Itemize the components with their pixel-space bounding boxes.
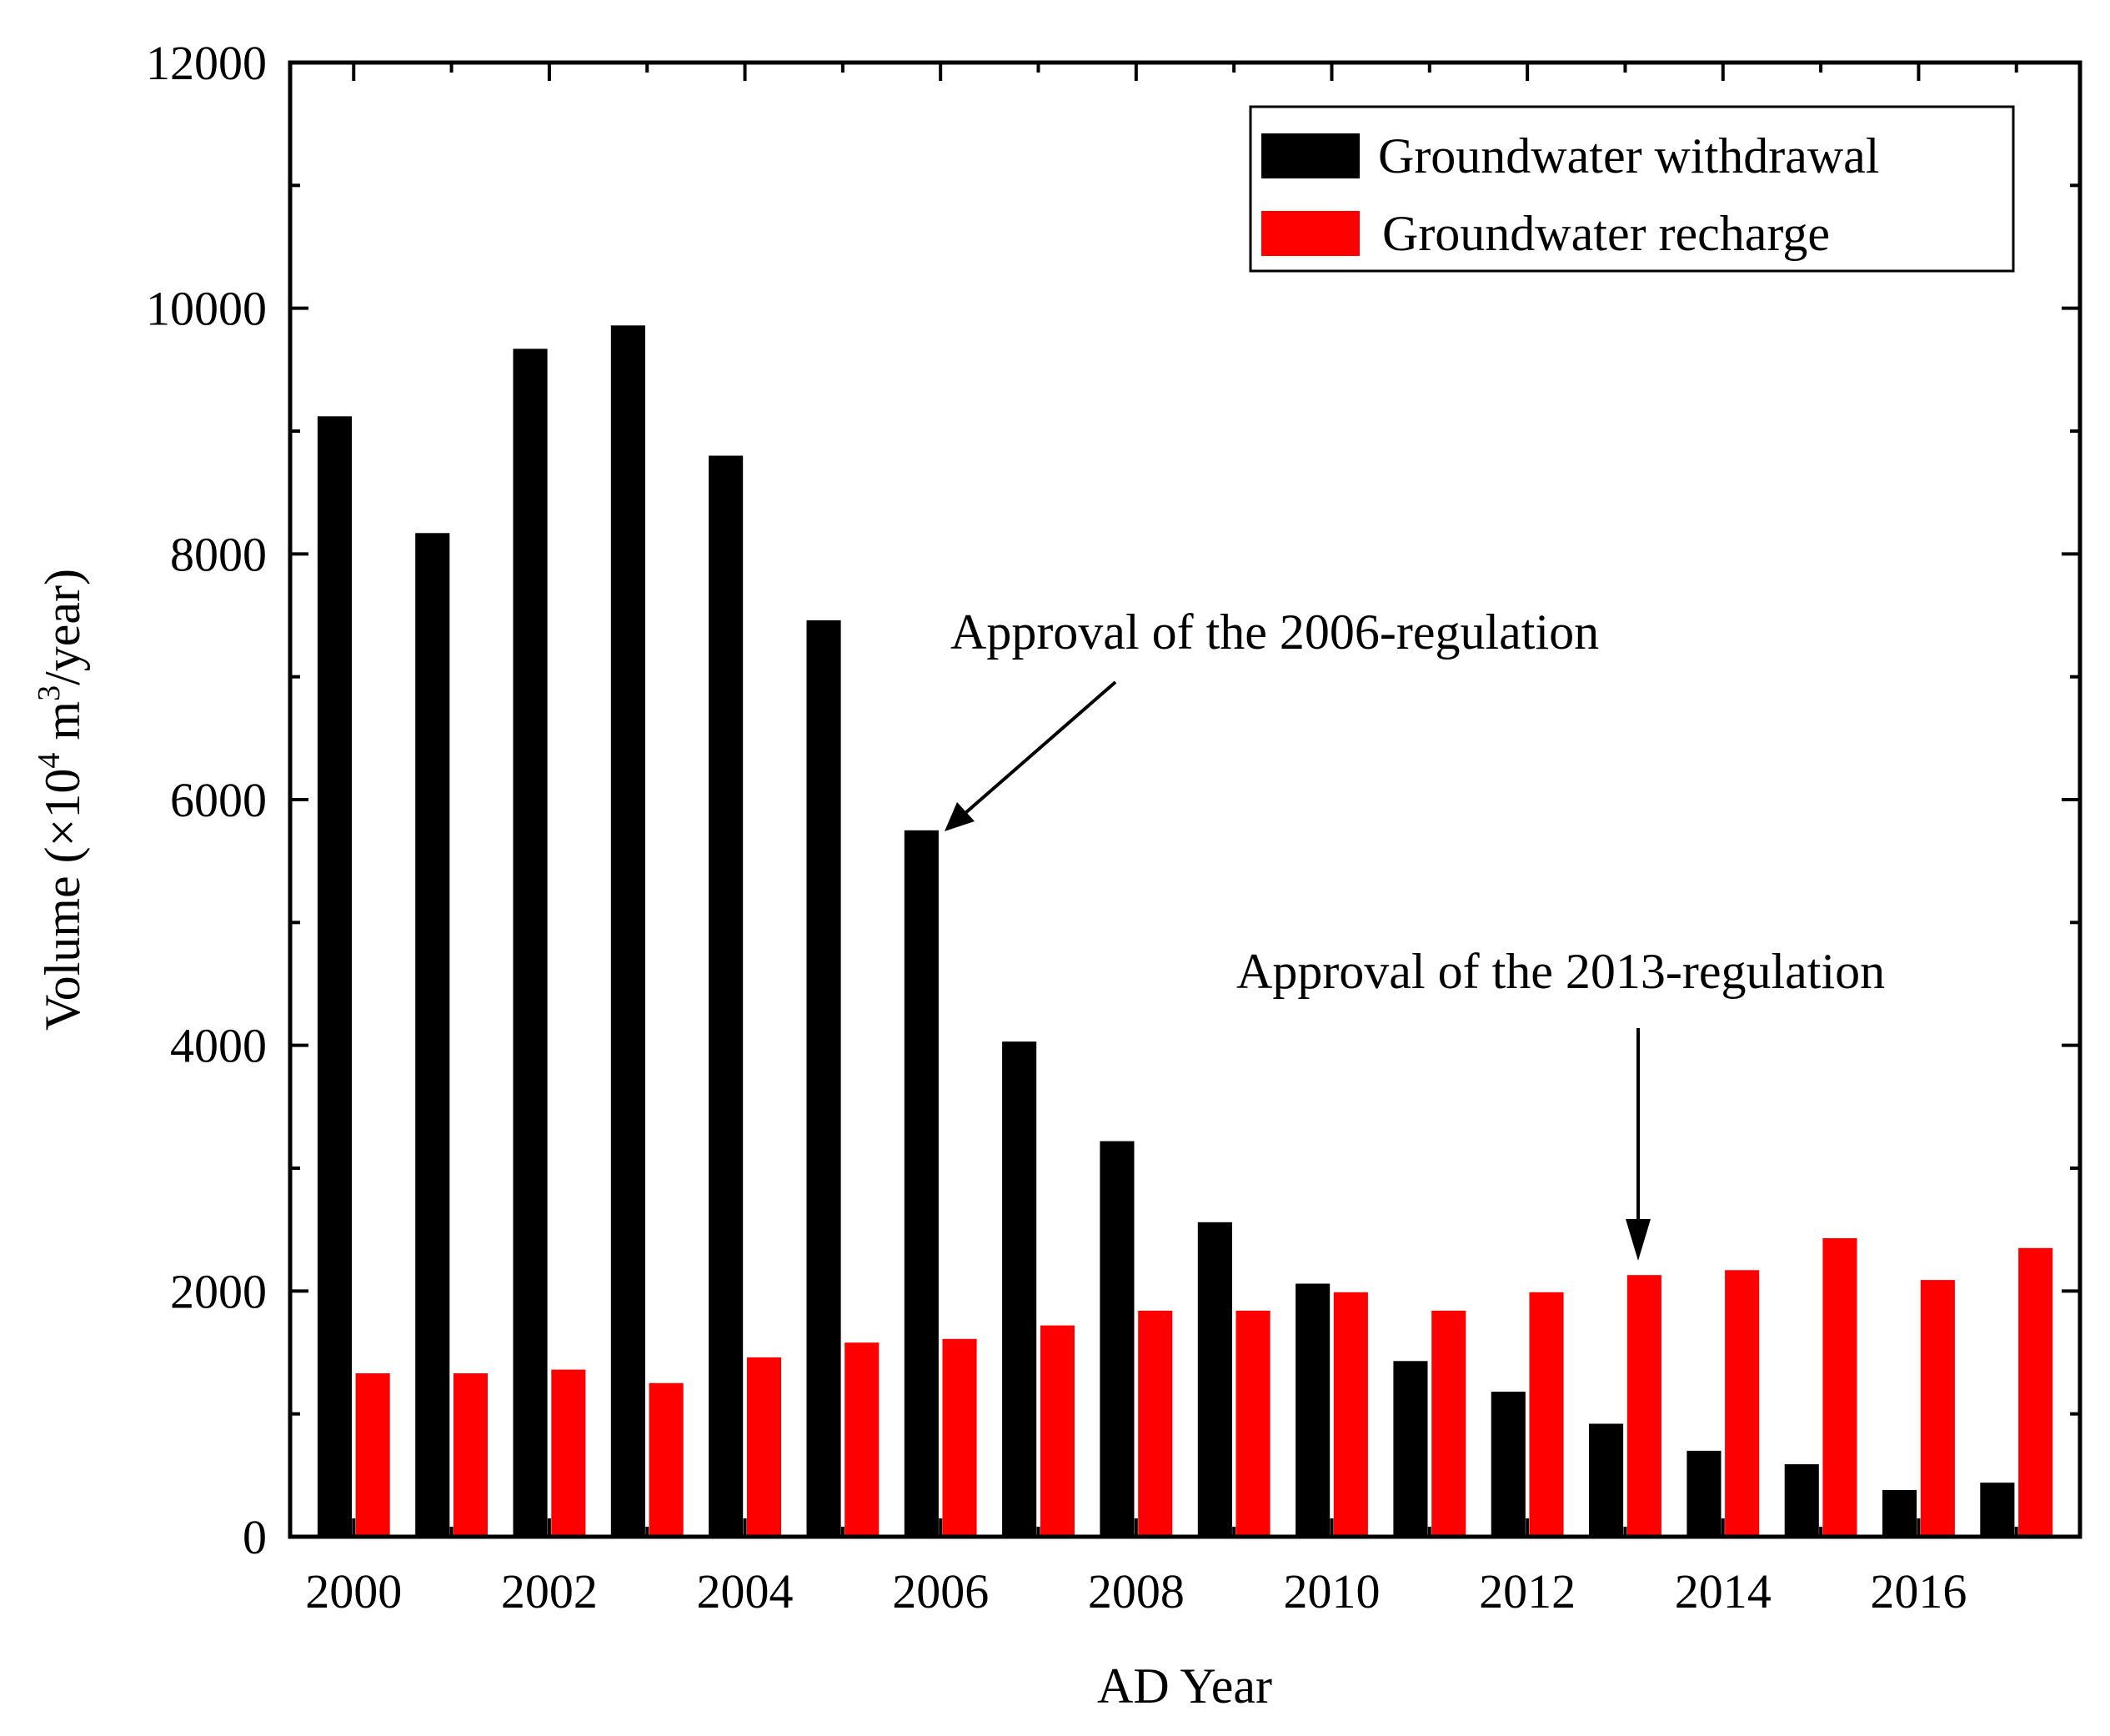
annotation-2013-regulation: Approval of the 2013-regulation	[1236, 944, 1885, 999]
bar-groundwater-withdrawal-2005	[806, 620, 841, 1537]
bar-groundwater-recharge-2016	[1920, 1280, 1955, 1537]
bar-groundwater-recharge-2008	[1138, 1310, 1173, 1537]
y-tick-label-12000: 12000	[146, 36, 267, 90]
bar-groundwater-recharge-2006	[942, 1338, 977, 1537]
y-tick-label-4000: 4000	[170, 1019, 267, 1073]
legend-box	[1249, 105, 2015, 273]
y-axis-title: Volume (×104 m3/year)	[32, 569, 90, 1031]
bar-groundwater-recharge-2009	[1235, 1310, 1271, 1537]
y-tick-label-2000: 2000	[170, 1264, 267, 1318]
bar-groundwater-recharge-2000	[355, 1373, 390, 1537]
y-tick-label-8000: 8000	[170, 527, 267, 581]
bar-groundwater-withdrawal-2004	[709, 455, 744, 1537]
bar-groundwater-withdrawal-2008	[1100, 1141, 1135, 1537]
bar-groundwater-withdrawal-2007	[1002, 1041, 1037, 1537]
bar-groundwater-withdrawal-2011	[1393, 1361, 1428, 1537]
legend-swatch-withdrawal	[1261, 133, 1360, 178]
legend-label-withdrawal: Groundwater withdrawal	[1378, 128, 1879, 183]
legend-label-recharge: Groundwater recharge	[1382, 206, 1830, 261]
x-tick-label-2010: 2010	[1283, 1564, 1380, 1618]
y-axis-title-exp2: 3	[32, 685, 67, 701]
x-tick-label-2008: 2008	[1088, 1564, 1185, 1618]
x-axis-title: AD Year	[1097, 1658, 1272, 1713]
annotation-2013-arrowhead	[1626, 1219, 1651, 1261]
bar-groundwater-withdrawal-2000	[317, 416, 352, 1537]
y-tick-label-6000: 6000	[170, 773, 267, 827]
x-tick-label-2006: 2006	[892, 1564, 989, 1618]
bar-groundwater-withdrawal-2015	[1784, 1464, 1819, 1537]
bar-groundwater-recharge-2010	[1333, 1292, 1368, 1537]
x-tick-label-2016: 2016	[1870, 1564, 1967, 1618]
bar-groundwater-withdrawal-2010	[1296, 1283, 1331, 1537]
y-tick-label-0: 0	[243, 1510, 267, 1564]
annotation-2006-regulation: Approval of the 2006-regulation	[950, 605, 1599, 660]
bar-groundwater-withdrawal-2016	[1882, 1490, 1917, 1537]
annotations: Approval of the 2006-regulation Approval…	[945, 605, 1885, 1261]
legend-swatch-recharge	[1261, 211, 1360, 256]
y-tick-label-10000: 10000	[146, 282, 267, 336]
legend: Groundwater withdrawal Groundwater recha…	[1249, 105, 2015, 273]
bar-groundwater-recharge-2013	[1626, 1275, 1661, 1537]
bars-layer	[317, 325, 2053, 1537]
x-tick-label-2000: 2000	[305, 1564, 402, 1618]
bar-groundwater-withdrawal-2013	[1589, 1423, 1624, 1537]
bar-groundwater-recharge-2007	[1040, 1325, 1075, 1537]
bar-groundwater-withdrawal-2012	[1491, 1392, 1526, 1537]
bar-groundwater-recharge-2012	[1529, 1292, 1564, 1537]
bar-groundwater-recharge-2015	[1822, 1238, 1857, 1537]
bar-groundwater-withdrawal-2017	[1980, 1483, 2015, 1537]
bar-groundwater-withdrawal-2002	[513, 349, 548, 1537]
bar-groundwater-recharge-2005	[845, 1342, 880, 1537]
annotation-2006-arrowhead	[945, 802, 975, 831]
x-tick-label-2002: 2002	[501, 1564, 598, 1618]
plot-frame	[288, 60, 2082, 1539]
bar-groundwater-withdrawal-2009	[1197, 1222, 1232, 1537]
x-tick-label-2004: 2004	[697, 1564, 794, 1618]
x-tick-label-2014: 2014	[1675, 1564, 1772, 1618]
bar-groundwater-recharge-2003	[649, 1382, 684, 1537]
y-axis-title-exp1: 4	[32, 753, 67, 769]
bar-groundwater-recharge-2002	[551, 1369, 586, 1537]
y-axis-title-middle: m	[35, 701, 90, 753]
bar-groundwater-withdrawal-2006	[904, 830, 939, 1537]
x-tick-label-2012: 2012	[1479, 1564, 1576, 1618]
bar-groundwater-recharge-2004	[746, 1357, 781, 1537]
bar-groundwater-recharge-2017	[2018, 1247, 2053, 1537]
annotation-2006-arrow-line	[964, 680, 1117, 815]
bar-groundwater-withdrawal-2014	[1686, 1450, 1722, 1537]
bar-groundwater-recharge-2011	[1431, 1310, 1466, 1537]
bar-groundwater-recharge-2014	[1725, 1270, 1760, 1537]
bar-groundwater-recharge-2001	[453, 1373, 488, 1537]
y-axis-title-suffix: /year)	[35, 569, 90, 685]
tick-labels-layer: 0 2000 4000 6000 8000 10000 12000 2000 2002 2004 2…	[146, 36, 1967, 1618]
y-axis-title-prefix: Volume (×10	[35, 769, 90, 1031]
bar-groundwater-withdrawal-2001	[415, 533, 450, 1537]
bar-groundwater-withdrawal-2003	[610, 325, 645, 1537]
